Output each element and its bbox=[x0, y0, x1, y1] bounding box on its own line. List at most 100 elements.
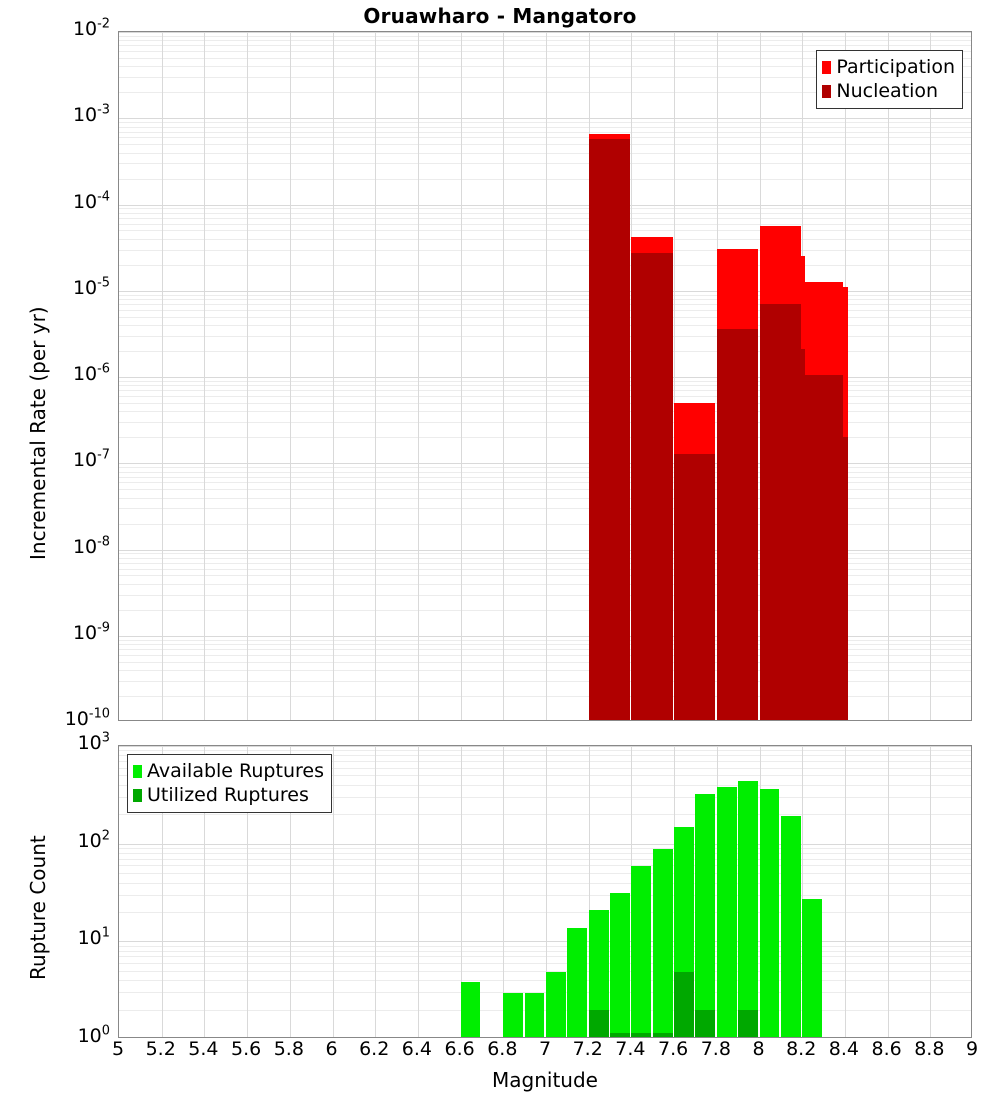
gridline-vertical bbox=[546, 746, 547, 1037]
gridline-vertical bbox=[162, 32, 163, 720]
participation-swatch bbox=[822, 60, 832, 74]
bar-utilized-ruptures bbox=[738, 1009, 758, 1037]
x-tick-label: 5.8 bbox=[273, 1038, 304, 1060]
gridline-minor bbox=[119, 40, 971, 41]
x-tick-label: 8.2 bbox=[786, 1038, 817, 1060]
gridline-minor bbox=[119, 524, 971, 525]
gridline-minor bbox=[119, 163, 971, 164]
y-tick-label: 100 bbox=[77, 1023, 110, 1047]
x-tick-label: 6.6 bbox=[444, 1038, 475, 1060]
bar-available-ruptures bbox=[610, 892, 630, 1037]
x-tick-label: 8.4 bbox=[828, 1038, 859, 1060]
bar-available-ruptures bbox=[567, 928, 588, 1037]
gridline-major bbox=[119, 463, 971, 464]
gridline-minor bbox=[119, 385, 971, 386]
gridline-minor bbox=[119, 761, 971, 762]
gridline-major bbox=[119, 205, 971, 206]
y-tick-label: 102 bbox=[77, 828, 110, 852]
gridline-major bbox=[119, 746, 971, 747]
gridline-minor bbox=[119, 895, 971, 896]
gridline-minor bbox=[119, 92, 971, 93]
gridline-minor bbox=[119, 208, 971, 209]
gridline-minor bbox=[119, 584, 971, 585]
gridline-minor bbox=[119, 575, 971, 576]
nucleation-swatch bbox=[822, 84, 832, 98]
utilized-ruptures-swatch bbox=[133, 788, 142, 802]
gridline-minor bbox=[119, 956, 971, 957]
x-tick-label: 5.6 bbox=[230, 1038, 262, 1060]
gridline-vertical bbox=[503, 746, 504, 1037]
gridline-minor bbox=[119, 595, 971, 596]
gridline-minor bbox=[119, 755, 971, 756]
bar-utilized-ruptures bbox=[652, 1032, 673, 1037]
y-tick-label: 10-8 bbox=[72, 534, 110, 558]
gridline-minor bbox=[119, 137, 971, 138]
gridline-minor bbox=[119, 295, 971, 296]
x-tick-label: 5.4 bbox=[188, 1038, 219, 1060]
y-tick-label: 10-10 bbox=[64, 706, 110, 730]
gridline-minor bbox=[119, 58, 971, 59]
gridline-vertical bbox=[888, 746, 889, 1037]
x-tick-label: 6 bbox=[325, 1038, 338, 1060]
gridline-vertical bbox=[589, 746, 590, 1037]
bar-utilized-ruptures bbox=[610, 1032, 630, 1037]
bar-utilized-ruptures bbox=[588, 1009, 609, 1037]
gridline-minor bbox=[119, 992, 971, 993]
gridline-minor bbox=[119, 696, 971, 697]
y-tick-label: 10-3 bbox=[72, 102, 110, 127]
y-tick-label: 10-4 bbox=[72, 189, 110, 213]
gridline-minor bbox=[119, 848, 971, 849]
bar-utilized-ruptures bbox=[631, 1032, 652, 1037]
gridline-minor bbox=[119, 912, 971, 913]
gridline-minor bbox=[119, 132, 971, 133]
gridline-minor bbox=[119, 230, 971, 231]
gridline-minor bbox=[119, 122, 971, 123]
gridline-minor bbox=[119, 498, 971, 499]
gridline-major bbox=[119, 377, 971, 378]
gridline-minor bbox=[119, 218, 971, 219]
gridline-minor bbox=[119, 563, 971, 564]
gridline-vertical bbox=[418, 746, 419, 1037]
bar-available-ruptures bbox=[631, 866, 652, 1037]
gridline-minor bbox=[119, 153, 971, 154]
gridline-minor bbox=[119, 224, 971, 225]
gridline-major bbox=[119, 550, 971, 551]
gridline-major bbox=[119, 636, 971, 637]
gridline-minor bbox=[119, 655, 971, 656]
bar-available-ruptures bbox=[503, 993, 524, 1037]
x-tick-label: 8.6 bbox=[871, 1038, 902, 1060]
gridline-minor bbox=[119, 482, 971, 483]
gridline-minor bbox=[119, 213, 971, 214]
legend-label-utilized-ruptures: Utilized Ruptures bbox=[147, 783, 309, 806]
gridline-minor bbox=[119, 670, 971, 671]
gridline-minor bbox=[119, 558, 971, 559]
gridline-minor bbox=[119, 437, 971, 438]
rupture-count-ylabel: Rupture Count bbox=[26, 835, 50, 980]
bar-nucleation bbox=[631, 252, 673, 720]
gridline-minor bbox=[119, 785, 971, 786]
gridline-minor bbox=[119, 980, 971, 981]
legend-item-nucleation: Nucleation bbox=[822, 79, 955, 103]
gridline-minor bbox=[119, 640, 971, 641]
bar-nucleation bbox=[674, 454, 716, 720]
gridline-minor bbox=[119, 489, 971, 490]
bar-available-ruptures bbox=[695, 793, 716, 1037]
x-tick-label: 8.8 bbox=[914, 1038, 945, 1060]
gridline-vertical bbox=[418, 32, 419, 720]
bar-available-ruptures bbox=[588, 909, 609, 1037]
gridline-minor bbox=[119, 508, 971, 509]
gridline-vertical bbox=[290, 746, 291, 1037]
gridline-minor bbox=[119, 467, 971, 468]
legend-item-available-ruptures: Available Ruptures bbox=[133, 759, 324, 783]
y-tick-label: 103 bbox=[77, 730, 110, 754]
gridline-minor bbox=[119, 66, 971, 67]
incremental-rate-plot: Participation Nucleation bbox=[118, 31, 972, 721]
gridline-minor bbox=[119, 946, 971, 947]
gridline-major bbox=[119, 941, 971, 942]
gridline-vertical bbox=[930, 32, 931, 720]
legend-label-participation: Participation bbox=[836, 55, 955, 78]
gridline-minor bbox=[119, 310, 971, 311]
gridline-minor bbox=[119, 644, 971, 645]
gridline-minor bbox=[119, 144, 971, 145]
incremental-rate-ylabel: Incremental Rate (per yr) bbox=[26, 306, 50, 560]
